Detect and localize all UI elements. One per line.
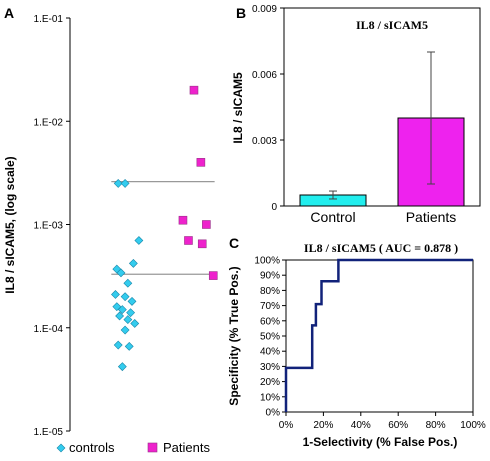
panel-b-category-label: Patients [406, 209, 457, 225]
panel-b-ytick-label: 0.003 [252, 136, 277, 147]
panel-c-ytick-label: 40% [260, 347, 280, 358]
panel-c-ytick-label: 50% [260, 332, 280, 343]
panel-b-ylabel: IL8 / sICAM5 [231, 72, 245, 144]
panel-c-xtick-label: 40% [351, 420, 371, 431]
panel-c-title: IL8 / sICAM5 ( AUC = 0.878 ) [304, 241, 458, 255]
panel-a-legend: controls Patients [56, 440, 210, 455]
panel-c-xticks: 0% 20% 40% 60% 80% 100% [279, 412, 486, 431]
panel-c-letter: C [229, 235, 239, 251]
panel-a-ytick-label: 1.E-03 [34, 221, 64, 232]
panel-a-ylabel: IL8 / sICAM5, (log scale) [3, 156, 17, 293]
legend-controls-marker [56, 443, 66, 453]
panel-a: A IL8 / sICAM5, (log scale) 1.E-05 1.E-04… [3, 5, 218, 455]
panel-b-ytick-label: 0 [271, 202, 277, 213]
panel-a-point-controls [115, 311, 125, 321]
panel-a-letter: A [4, 5, 14, 21]
panel-c: C IL8 / sICAM5 ( AUC = 0.878 ) Specifici… [227, 235, 486, 449]
panel-b-ytick-label: 0.009 [252, 4, 277, 15]
panel-c-ylabel: Specificity (% True Pos.) [227, 266, 241, 405]
panel-a-point-controls [113, 178, 123, 188]
panel-b-title: IL8 / sICAM5 [356, 18, 428, 32]
panel-a-point-controls [134, 236, 144, 245]
panel-c-xtick-label: 60% [388, 420, 408, 431]
panel-b: B IL8 / sICAM5 IL8 / sICAM5 00.0030.0060… [231, 4, 481, 225]
panel-a-point-patients [208, 271, 218, 280]
panel-a-point-patients [202, 220, 211, 229]
panel-c-xtick-label: 80% [426, 420, 446, 431]
panel-a-ytick-label: 1.E-05 [34, 427, 64, 438]
legend-controls-label: controls [69, 440, 115, 455]
panel-a-points [111, 85, 218, 372]
panel-c-plot-frame [285, 259, 474, 413]
legend-patients-label: Patients [163, 440, 210, 455]
panel-a-point-controls [116, 268, 126, 278]
panel-b-ytick-label: 0.006 [252, 70, 277, 81]
panel-a-ytick-label: 1.E-04 [34, 324, 64, 335]
panel-c-ytick-label: 60% [260, 316, 280, 327]
panel-c-ytick-label: 20% [260, 377, 280, 388]
panel-c-ytick-label: 10% [260, 392, 280, 403]
panel-a-point-controls [124, 341, 134, 351]
panel-a-point-patients [197, 239, 207, 249]
panel-b-yticks: 0 0.003 0.006 0.009 [252, 4, 284, 213]
panel-c-xtick-label: 20% [313, 420, 333, 431]
panel-a-reference-lines [111, 181, 215, 275]
panel-c-ytick-label: 0% [266, 408, 281, 419]
panel-b-bars [299, 51, 465, 207]
panel-a-point-controls [127, 296, 137, 306]
panel-a-point-patients [196, 158, 206, 167]
panel-c-xlabel: 1-Selectivity (% False Pos.) [303, 435, 458, 449]
panel-c-ytick-label: 30% [260, 362, 280, 373]
panel-b-plot-frame [283, 7, 481, 207]
panel-a-ytick-label: 1.E-01 [34, 14, 64, 25]
panel-c-ytick-label: 90% [260, 271, 280, 282]
panel-b-category-label: Control [310, 209, 355, 225]
panel-b-categories: Control Patients [310, 209, 456, 225]
panel-a-point-patients [178, 215, 188, 225]
panel-a-point-patients [184, 236, 193, 245]
panel-a-point-controls [120, 325, 130, 335]
panel-a-point-controls [126, 308, 136, 318]
panel-a-point-controls [130, 319, 140, 328]
panel-c-yticks: 0% 10% 20% 30% 40% 50% 60% 70% 80% 90% 100% [254, 256, 286, 419]
panel-c-roc-curve [284, 258, 473, 412]
panel-a-point-controls [117, 362, 127, 372]
panel-c-ytick-label: 100% [254, 256, 280, 267]
panel-a-point-controls [128, 258, 138, 268]
panel-a-point-controls [120, 178, 130, 188]
panel-a-ytick-label: 1.E-02 [34, 117, 64, 128]
panel-a-yticks: 1.E-05 1.E-04 1.E-03 1.E-02 1.E-01 [34, 14, 70, 438]
panel-a-point-controls [113, 340, 123, 350]
panel-b-letter: B [236, 5, 246, 21]
panel-c-ytick-label: 70% [260, 301, 280, 312]
panel-a-point-patients [189, 85, 199, 95]
panel-c-xtick-label: 100% [460, 420, 486, 431]
panel-a-point-controls [123, 315, 133, 324]
panel-c-xtick-label: 0% [279, 420, 294, 431]
panel-a-point-controls [111, 290, 120, 299]
legend-patients-marker [147, 442, 158, 453]
panel-a-point-controls [120, 292, 130, 302]
panel-c-ytick-label: 80% [260, 286, 280, 297]
panel-a-point-controls [123, 278, 133, 288]
panel-a-point-controls [117, 305, 127, 314]
